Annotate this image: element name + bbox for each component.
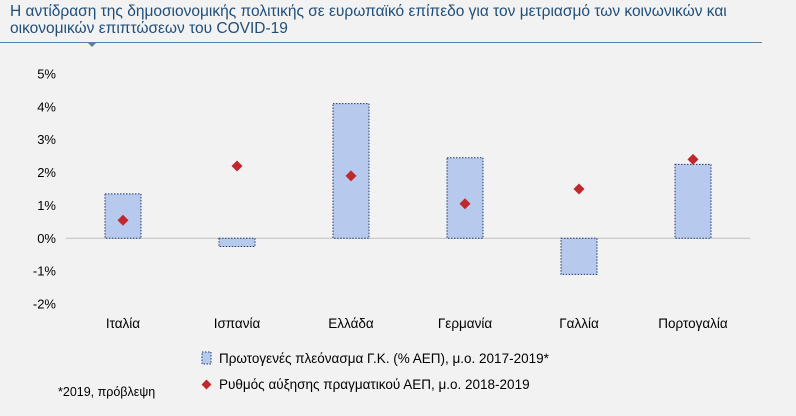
x-tick-label: Γαλλία	[559, 316, 599, 331]
marker-series	[117, 153, 699, 226]
diamond-marker	[687, 153, 699, 165]
diamond-marker	[117, 214, 129, 226]
legend-label-marker: Ρυθμός αύξησης πραγματικού ΑΕΠ, μ.ο. 201…	[219, 377, 530, 392]
y-tick-label: 1%	[37, 198, 56, 213]
legend-swatch-bar	[201, 351, 212, 365]
y-tick-label: 2%	[37, 165, 56, 180]
title-underline	[0, 42, 762, 43]
x-tick-label: Ιταλία	[106, 316, 140, 331]
y-tick-label: -2%	[33, 297, 57, 312]
x-tick-label: Ισπανία	[214, 316, 261, 331]
x-tick-label: Ελλάδα	[328, 316, 374, 331]
x-axis-ticks: Ιταλία Ισπανία Ελλάδα Γερμανία Γαλλία Πορτογα…	[106, 316, 728, 331]
legend-swatch-marker	[201, 379, 212, 390]
bar	[446, 157, 484, 239]
bar	[560, 237, 598, 275]
diamond-marker	[459, 198, 471, 210]
y-tick-label: 0%	[37, 231, 56, 246]
y-tick-label: 4%	[37, 99, 56, 114]
title-underline-notch	[87, 42, 97, 47]
diamond-marker	[345, 170, 357, 182]
bar-series	[104, 103, 712, 275]
legend: Πρωτογενές πλεόνασμα Γ.Κ. (% ΑΕΠ), μ.ο. …	[201, 351, 550, 392]
chart-title: Η αντίδραση της δημοσιονομικής πολιτικής…	[10, 3, 727, 37]
bar	[332, 103, 370, 239]
x-tick-label: Πορτογαλία	[658, 316, 728, 331]
y-axis-ticks: 5% 4% 3% 2% 1% 0% -1% -2%	[33, 67, 57, 312]
y-tick-label: 3%	[37, 132, 56, 147]
footnote: *2019, πρόβλεψη	[58, 385, 155, 399]
bar	[674, 163, 712, 239]
diamond-marker	[231, 160, 243, 172]
y-tick-label: 5%	[37, 67, 56, 82]
y-tick-label: -1%	[33, 264, 57, 279]
diamond-marker	[573, 183, 585, 195]
legend-label-bar: Πρωτογενές πλεόνασμα Γ.Κ. (% ΑΕΠ), μ.ο. …	[219, 351, 550, 366]
bar	[218, 237, 256, 248]
x-tick-label: Γερμανία	[438, 316, 492, 331]
